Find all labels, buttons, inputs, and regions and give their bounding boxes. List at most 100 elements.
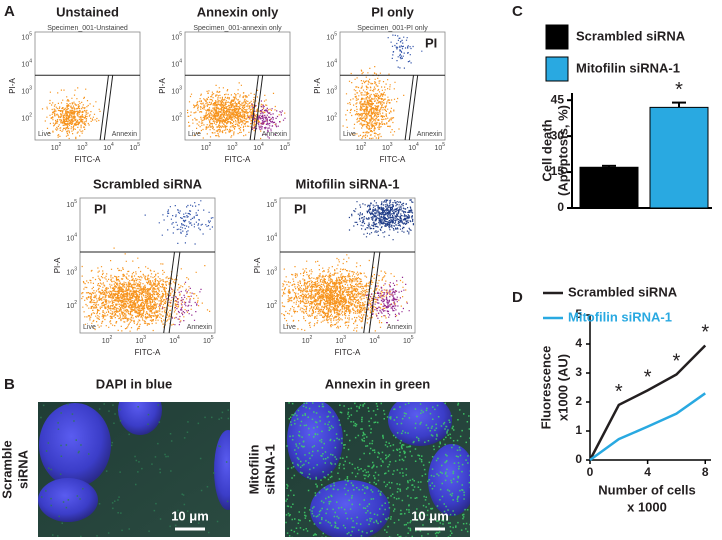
legend-label: Mitofilin siRNA-1 bbox=[568, 309, 672, 324]
tick-exponent: 3 bbox=[74, 267, 77, 273]
data-line bbox=[589, 392, 706, 462]
y-tick-label: 105 bbox=[21, 32, 32, 42]
tick-exponent: 5 bbox=[29, 32, 32, 38]
x-tick-label: 102 bbox=[51, 142, 62, 152]
y-tick-label: 104 bbox=[21, 59, 32, 69]
tick-exponent: 5 bbox=[211, 335, 214, 341]
gate-line bbox=[249, 75, 259, 141]
micrograph bbox=[285, 402, 470, 537]
y-tick-label: 103 bbox=[171, 86, 182, 96]
tick-base: 10 bbox=[326, 115, 334, 122]
y-tick-label: 45 bbox=[551, 92, 565, 106]
tick-exponent: 3 bbox=[390, 142, 393, 148]
tick-base: 10 bbox=[326, 34, 334, 41]
plot-frame bbox=[184, 31, 291, 141]
tick-exponent: 2 bbox=[74, 300, 77, 306]
tick-base: 10 bbox=[335, 338, 343, 345]
tick-exponent: 5 bbox=[411, 335, 414, 341]
gate-line bbox=[103, 75, 114, 141]
gate-label: Live bbox=[83, 324, 96, 331]
column-header: DAPI in blue bbox=[96, 376, 173, 391]
x-tick-label: 104 bbox=[253, 142, 264, 152]
y-tick-label: 105 bbox=[266, 199, 277, 209]
tick-base: 10 bbox=[326, 61, 334, 68]
significance: * bbox=[644, 367, 652, 389]
event-cloud bbox=[41, 87, 101, 140]
tick-base: 10 bbox=[66, 303, 74, 310]
event-cloud bbox=[387, 34, 423, 69]
tick-base: 10 bbox=[356, 145, 364, 152]
tick-exponent: 3 bbox=[334, 86, 337, 92]
tick-base: 10 bbox=[326, 88, 334, 95]
gate-label: Live bbox=[188, 131, 201, 138]
tick-exponent: 4 bbox=[416, 142, 419, 148]
y-tick-label: 104 bbox=[66, 233, 77, 243]
data-line bbox=[588, 344, 707, 461]
x-tick-label: 102 bbox=[201, 142, 212, 152]
gate-label: Live bbox=[343, 131, 356, 138]
x-tick-label: 0 bbox=[587, 465, 594, 479]
plot-title: Annexin only bbox=[197, 4, 279, 19]
gate-line bbox=[253, 75, 264, 141]
x-tick-label: 105 bbox=[279, 142, 290, 152]
axis-label: FITC-A bbox=[335, 348, 361, 357]
x-tick-label: 103 bbox=[335, 335, 346, 345]
specimen-label: Specimen_001-Unstained bbox=[47, 25, 128, 32]
axis-label: FITC-A bbox=[75, 155, 101, 164]
tick-exponent: 2 bbox=[179, 113, 182, 119]
row-label: Mitofilin bbox=[246, 445, 261, 495]
gate-line bbox=[168, 251, 181, 334]
legend-swatch bbox=[545, 24, 569, 50]
y-tick-label: 103 bbox=[21, 86, 32, 96]
plot-frame bbox=[279, 197, 416, 334]
tick-base: 10 bbox=[201, 145, 209, 152]
event-cloud bbox=[348, 199, 414, 241]
y-tick-label: 104 bbox=[326, 59, 337, 69]
tick-exponent: 5 bbox=[334, 32, 337, 38]
tick-base: 10 bbox=[171, 115, 179, 122]
tick-base: 10 bbox=[171, 61, 179, 68]
significance: * bbox=[701, 322, 709, 344]
x-axis-label: Number of cells bbox=[598, 482, 696, 497]
tick-base: 10 bbox=[21, 34, 29, 41]
event-cloud bbox=[248, 100, 286, 139]
tick-base: 10 bbox=[135, 338, 143, 345]
plot-title: Scrambled siRNA bbox=[93, 176, 203, 191]
tick-exponent: 4 bbox=[334, 59, 337, 65]
event-cloud bbox=[342, 66, 405, 140]
x-tick-label: 103 bbox=[135, 335, 146, 345]
axis-label: PI-A bbox=[53, 257, 62, 273]
tick-exponent: 4 bbox=[29, 59, 32, 65]
significance: * bbox=[615, 381, 623, 403]
tick-base: 10 bbox=[434, 145, 442, 152]
tick-base: 10 bbox=[51, 145, 59, 152]
y-tick-label: 5 bbox=[575, 307, 582, 321]
y-tick-label: 1 bbox=[575, 423, 582, 437]
gate-label: Live bbox=[38, 131, 51, 138]
event-cloud bbox=[81, 247, 211, 332]
x-tick-label: 8 bbox=[702, 465, 709, 479]
gate-label: Annexin bbox=[417, 131, 442, 138]
tick-base: 10 bbox=[253, 145, 261, 152]
tick-base: 10 bbox=[66, 235, 74, 242]
panel-label: B bbox=[4, 376, 15, 393]
tick-base: 10 bbox=[266, 303, 274, 310]
tick-base: 10 bbox=[21, 115, 29, 122]
tick-exponent: 2 bbox=[310, 335, 313, 341]
nucleus bbox=[214, 430, 230, 510]
axis-label: PI-A bbox=[8, 78, 17, 94]
gate-label: PI bbox=[425, 35, 437, 50]
gate-label: Annexin bbox=[387, 324, 412, 331]
y-tick-label: 102 bbox=[66, 300, 77, 310]
gate-line bbox=[404, 75, 414, 141]
tick-base: 10 bbox=[266, 269, 274, 276]
y-tick-label: 4 bbox=[575, 336, 582, 350]
nucleus bbox=[39, 403, 111, 487]
x-tick-label: 104 bbox=[408, 142, 419, 152]
tick-exponent: 2 bbox=[209, 142, 212, 148]
row-label: Scramble bbox=[0, 440, 14, 499]
x-tick-label: 102 bbox=[102, 335, 113, 345]
tick-exponent: 5 bbox=[137, 142, 140, 148]
gate-line bbox=[408, 75, 419, 141]
tick-exponent: 3 bbox=[274, 267, 277, 273]
